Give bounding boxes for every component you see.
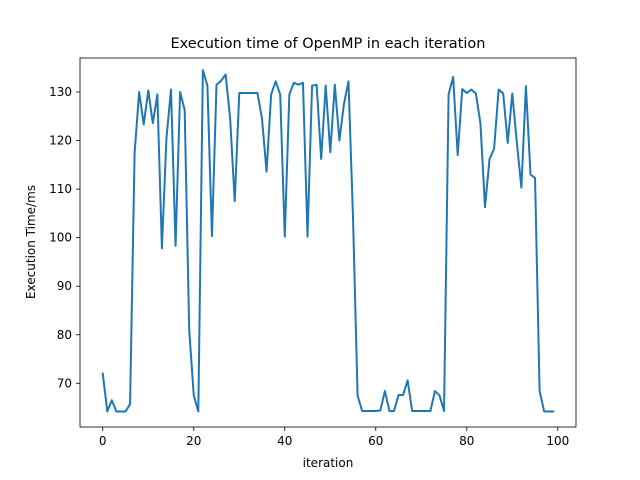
y-tick-label-120: 120 [49,134,72,148]
x-tick-label-60: 60 [368,434,383,448]
series-line-0 [101,69,555,413]
y-tick-label-110: 110 [49,182,72,196]
y-axis-label: Execution Time/ms [24,185,38,299]
x-tick-label-0: 0 [99,434,107,448]
y-tick-label-90: 90 [57,279,72,293]
x-axis-label: iteration [303,456,354,470]
y-tick-label-80: 80 [57,328,72,342]
x-tick-label-40: 40 [277,434,292,448]
plot-area: 0 20 40 60 80 100 70 80 90 100 110 120 130 [49,57,577,448]
y-tick-label-130: 130 [49,85,72,99]
x-tick-label-100: 100 [546,434,569,448]
x-tick-label-80: 80 [459,434,474,448]
y-tick-label-100: 100 [49,231,72,245]
x-tick-label-20: 20 [186,434,201,448]
axes-frame [79,57,577,428]
y-tick-label-70: 70 [57,376,72,390]
chart-title: Execution time of OpenMP in each iterati… [171,36,486,52]
